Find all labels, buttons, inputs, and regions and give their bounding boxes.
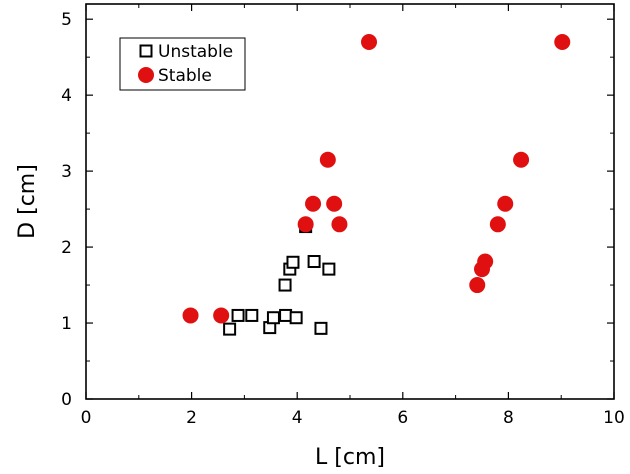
stable-point [182,307,199,324]
unstable-point [322,262,336,276]
legend-label: Stable [158,66,212,86]
stable-point [513,151,530,168]
stable-point [213,307,230,324]
y-tick-label: 4 [61,86,72,106]
y-tick-label: 0 [61,390,72,410]
x-tick-label: 8 [503,408,514,428]
x-tick-label: 10 [603,408,625,428]
y-tick-label: 1 [61,314,72,334]
axes: 0 2 4 6 8 10 0 1 2 3 4 5 L [cm] D [cm] [15,4,625,470]
stable-point [319,151,336,168]
stable-point [497,195,514,212]
stable-point [305,195,322,212]
y-axis-label: D [cm] [15,164,40,239]
unstable-point [286,255,300,269]
y-tick-label: 2 [61,238,72,258]
legend: Unstable Stable [119,37,246,91]
stable-point [469,277,486,294]
stable-point [331,216,348,233]
stable-point [361,33,378,50]
unstable-point [223,322,237,336]
unstable-point [279,308,293,322]
y-tick-label: 3 [61,162,72,182]
x-tick-label: 2 [186,408,197,428]
stable-point [489,216,506,233]
legend-marker-stable [138,67,154,83]
legend-marker-unstable [139,44,153,58]
unstable-point [307,255,321,269]
x-tick-label: 0 [81,408,92,428]
y-tick-label: 5 [61,10,72,30]
unstable-point [266,311,280,325]
stable-point [326,195,343,212]
unstable-point [231,308,245,322]
x-axis-label: L [cm] [315,445,385,470]
unstable-point [289,311,303,325]
stable-point [297,216,314,233]
legend-label: Unstable [158,42,233,62]
x-tick-label: 4 [292,408,303,428]
unstable-point [278,278,292,292]
stable-point [477,253,494,270]
unstable-point [245,308,259,322]
x-tick-label: 6 [397,408,408,428]
unstable-point [314,321,328,335]
data-points [182,33,571,336]
stable-point [554,33,571,50]
